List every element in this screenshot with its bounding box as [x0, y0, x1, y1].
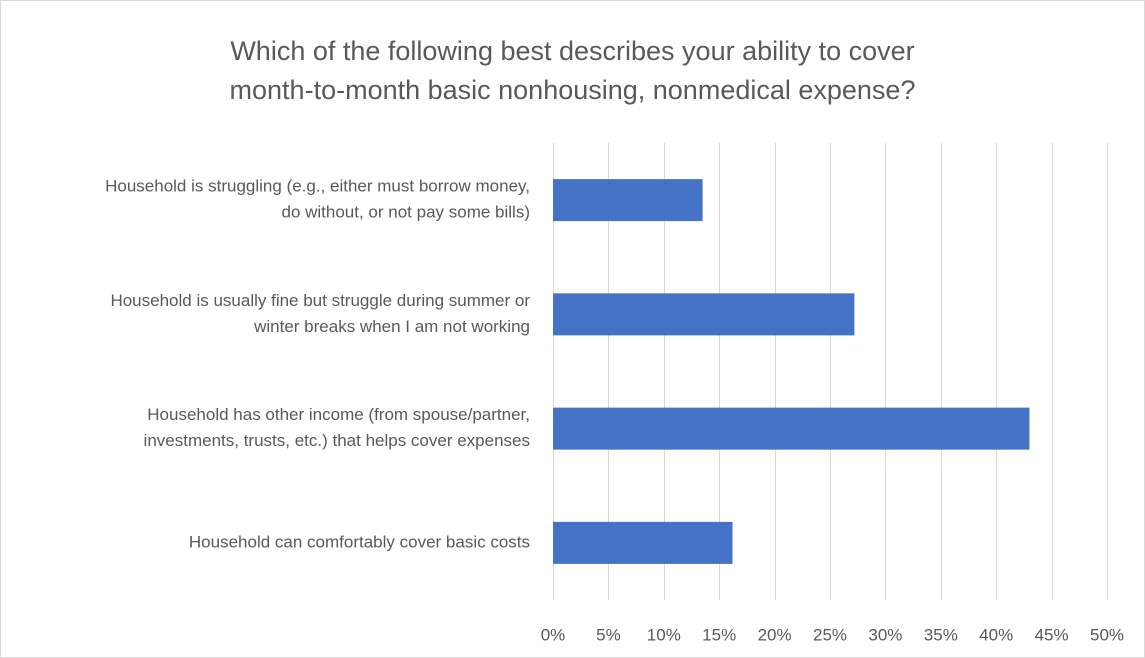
x-tick-label-7: 35%: [924, 625, 958, 644]
chart-title: Which of the following best describes yo…: [0, 32, 1145, 110]
category-label-3-line-0: Household can comfortably cover basic co…: [189, 532, 530, 551]
chart-title-line-2: month-to-month basic nonhousing, nonmedi…: [229, 75, 916, 105]
category-label-2-line-1: investments, trusts, etc.) that helps co…: [144, 431, 530, 450]
bar-0: [553, 179, 703, 222]
chart-title-line-1: Which of the following best describes yo…: [230, 36, 915, 66]
x-tick-label-10: 50%: [1090, 625, 1124, 644]
category-label-2-line-0: Household has other income (from spouse/…: [147, 405, 530, 424]
x-tick-label-6: 30%: [868, 625, 902, 644]
category-label-1-line-1: winter breaks when I am not working: [253, 317, 530, 336]
x-tick-label-1: 5%: [596, 625, 621, 644]
x-tick-label-9: 45%: [1035, 625, 1069, 644]
x-tick-label-4: 20%: [758, 625, 792, 644]
category-label-1-line-0: Household is usually fine but struggle d…: [110, 291, 530, 310]
bar-2: [553, 407, 1030, 450]
x-tick-label-0: 0%: [541, 625, 566, 644]
category-label-0-line-1: do without, or not pay some bills): [281, 203, 530, 222]
category-label-0-line-0: Household is struggling (e.g., either mu…: [105, 177, 530, 196]
x-tick-label-8: 40%: [979, 625, 1013, 644]
x-tick-label-3: 15%: [702, 625, 736, 644]
x-tick-label-2: 10%: [647, 625, 681, 644]
bar-3: [553, 521, 733, 564]
x-tick-label-5: 25%: [813, 625, 847, 644]
bar-1: [553, 293, 855, 336]
